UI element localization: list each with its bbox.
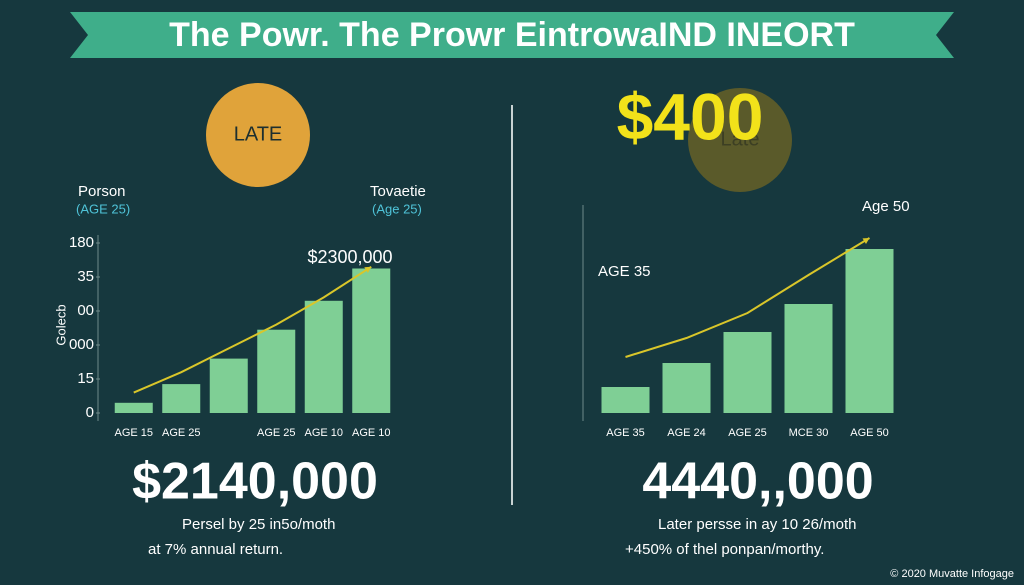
- summary-amount: 4440,,000: [642, 453, 873, 511]
- x-tick-label: AGE 10: [304, 427, 343, 439]
- trend-arrowhead: [364, 266, 372, 273]
- trend-line: [625, 237, 871, 358]
- summary-note: Persel by 25 in5o/moth: [182, 516, 335, 533]
- x-tick-label: MCE 30: [789, 427, 829, 439]
- y-tick-label: 000: [69, 336, 94, 353]
- bar: [352, 268, 391, 413]
- summary-amount: $2140,000: [132, 453, 378, 511]
- badge-circle: [688, 88, 792, 192]
- annotation: AGE 35: [598, 263, 651, 280]
- annotation: Age 50: [862, 198, 910, 215]
- badge-circle: [206, 83, 310, 187]
- trend-arrowhead: [862, 238, 870, 245]
- summary-note: +450% of thel ponpan/morthy.: [625, 541, 824, 558]
- annotation: $2300,000: [307, 247, 392, 267]
- annotation: Porson: [78, 183, 126, 200]
- bar: [209, 358, 248, 413]
- summary-note: at 7% annual return.: [148, 541, 283, 558]
- annotation: (AGE 25): [76, 201, 130, 216]
- annotation: Tovaetie: [370, 183, 426, 200]
- y-axis-label: Golecb: [53, 304, 68, 345]
- badge-label: LATE: [234, 123, 283, 145]
- y-tick-label: 180: [69, 234, 94, 251]
- bar: [304, 300, 343, 413]
- headline: $400: [617, 79, 764, 153]
- x-tick-label: AGE 50: [850, 427, 889, 439]
- x-tick-label: AGE 25: [257, 427, 296, 439]
- badge-label: Late: [721, 128, 760, 150]
- bar: [114, 402, 153, 413]
- bar: [257, 329, 296, 413]
- summary-note: Later persse in ay 10 26/moth: [658, 516, 856, 533]
- bar: [601, 387, 650, 413]
- y-tick-label: 15: [77, 370, 94, 387]
- bar: [662, 363, 711, 413]
- x-tick-label: AGE 10: [352, 427, 391, 439]
- x-tick-label: AGE 35: [606, 427, 645, 439]
- y-tick-label: 35: [77, 268, 94, 285]
- x-tick-label: AGE 25: [162, 427, 201, 439]
- x-tick-label: AGE 15: [114, 427, 153, 439]
- bar: [784, 304, 833, 413]
- annotation: (Age 25): [372, 201, 422, 216]
- bar: [723, 332, 772, 413]
- footer: © 2020 Muvatte Infogage: [890, 568, 1014, 580]
- bar: [845, 249, 894, 413]
- banner-title: The Powr. The Prowr EintrowaIND INEORT: [169, 16, 855, 54]
- y-tick-label: 00: [77, 302, 94, 319]
- x-tick-label: AGE 25: [728, 427, 767, 439]
- banner-ribbon: [70, 12, 954, 58]
- trend-line: [133, 265, 372, 394]
- bar: [162, 384, 201, 413]
- x-tick-label: AGE 24: [667, 427, 706, 439]
- y-tick-label: 0: [86, 404, 94, 421]
